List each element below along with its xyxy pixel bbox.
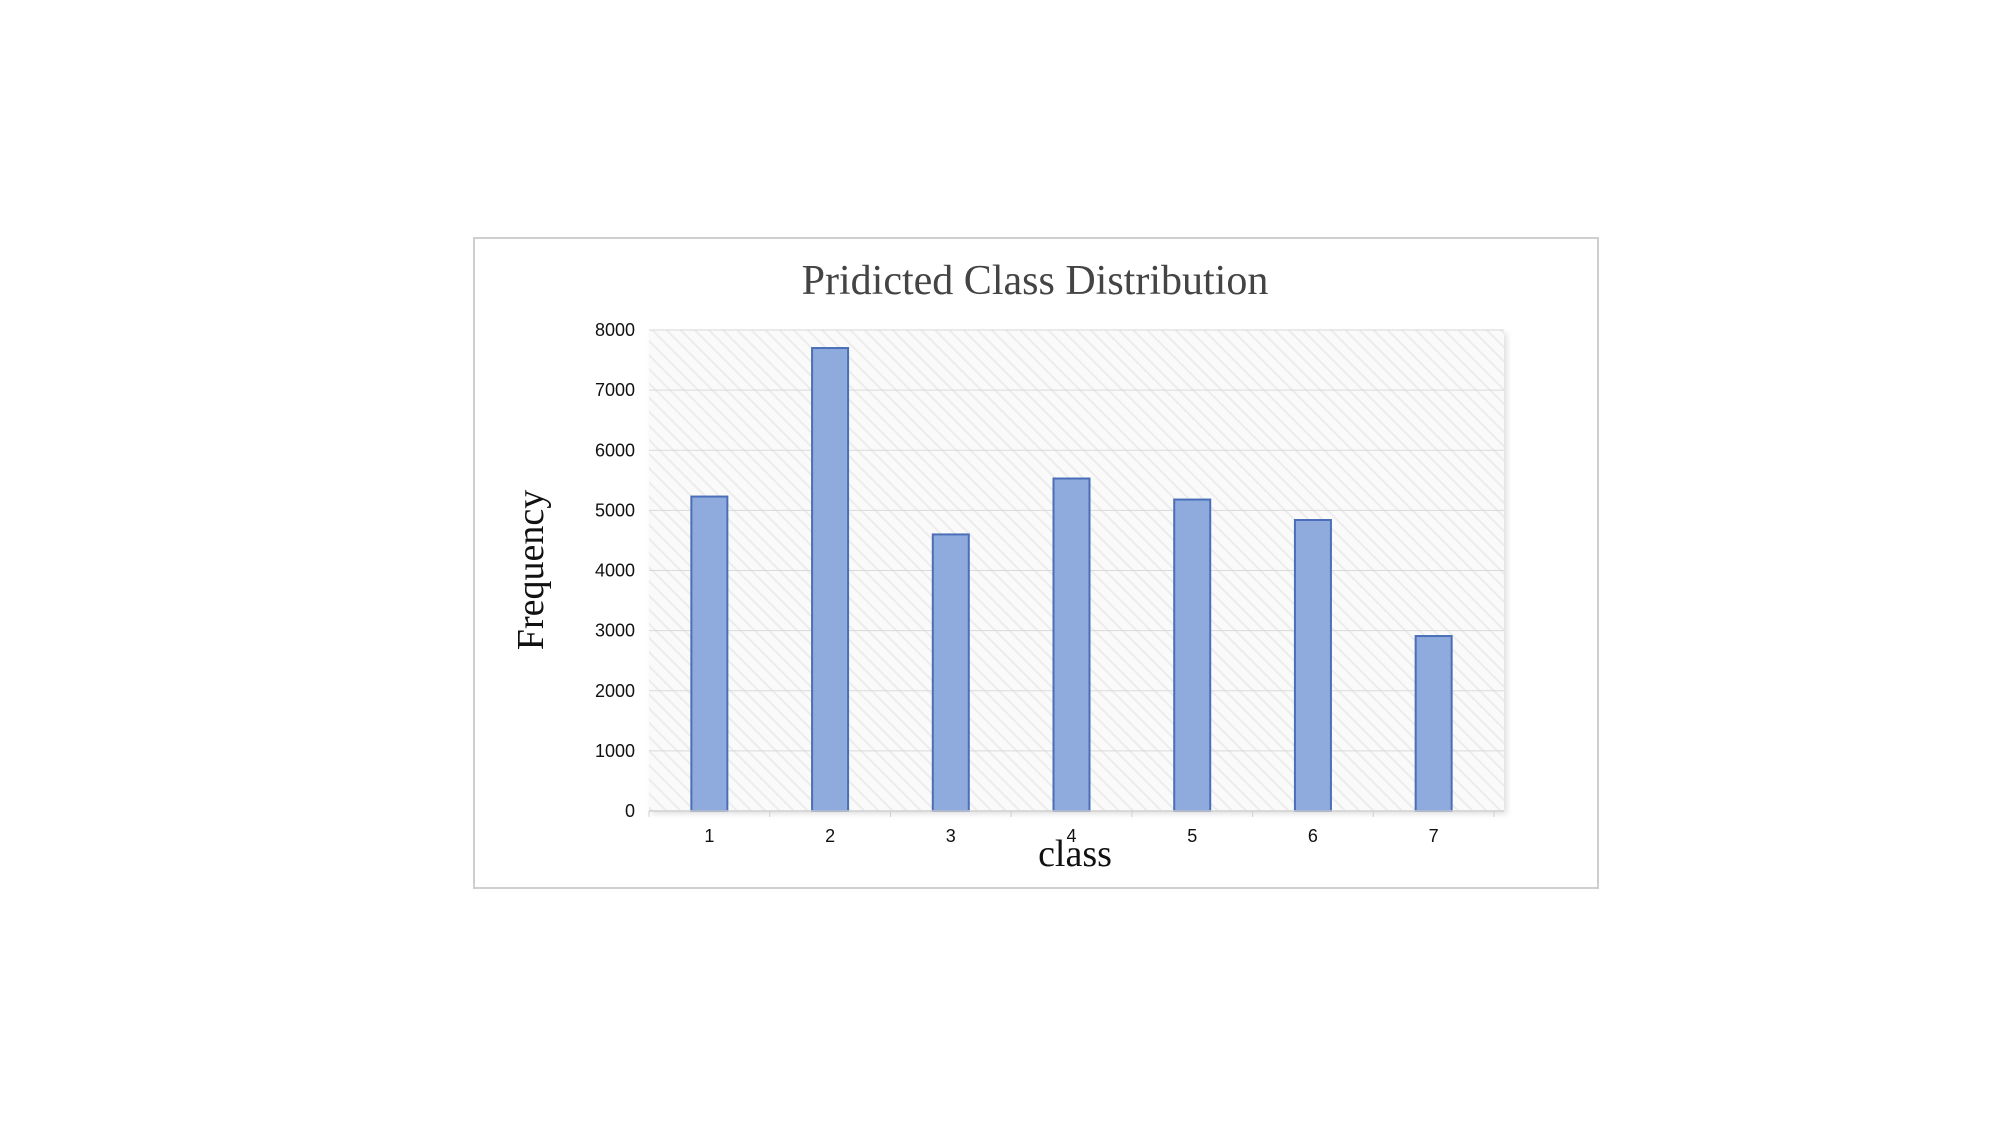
y-axis-title: Frequency <box>510 490 552 650</box>
x-axis-ticks: 1 2 3 4 5 6 7 <box>648 811 1495 846</box>
bar-class-5 <box>1173 498 1212 812</box>
y-axis-ticks: 0 1000 2000 3000 4000 5000 6000 7000 8000 <box>595 320 635 821</box>
x-tick-label: 7 <box>1429 826 1439 846</box>
y-tick-label: 1000 <box>595 741 635 761</box>
bar-chart: Pridicted Class Distribution 01000200030… <box>510 258 1504 875</box>
x-tick-label: 5 <box>1187 826 1197 846</box>
chart-title: Pridicted Class Distribution <box>802 258 1269 304</box>
y-tick-label: 0 <box>625 801 635 821</box>
bar-class-4 <box>1052 477 1091 812</box>
bar-class-7 <box>1414 635 1453 812</box>
x-tick-label: 3 <box>946 826 956 846</box>
x-tick-label: 2 <box>825 826 835 846</box>
x-tick-label: 6 <box>1308 826 1318 846</box>
bar-class-2 <box>811 347 850 812</box>
bar-class-3 <box>931 533 970 812</box>
y-tick-label: 7000 <box>595 380 635 400</box>
y-tick-label: 4000 <box>595 561 635 581</box>
y-tick-label: 8000 <box>595 320 635 340</box>
y-tick-label: 6000 <box>595 440 635 460</box>
y-tick-label: 5000 <box>595 500 635 520</box>
y-tick-label: 3000 <box>595 621 635 641</box>
bar-class-1 <box>690 495 729 812</box>
chart-frame: Pridicted Class Distribution 0 1000 2000 30… <box>473 237 1599 889</box>
x-tick-label: 1 <box>704 826 714 846</box>
x-tick-label: 4 <box>1066 826 1076 846</box>
bars <box>690 347 1453 812</box>
y-tick-label: 2000 <box>595 681 635 701</box>
bar-class-6 <box>1293 518 1332 812</box>
x-axis-title: class <box>1038 833 1112 875</box>
